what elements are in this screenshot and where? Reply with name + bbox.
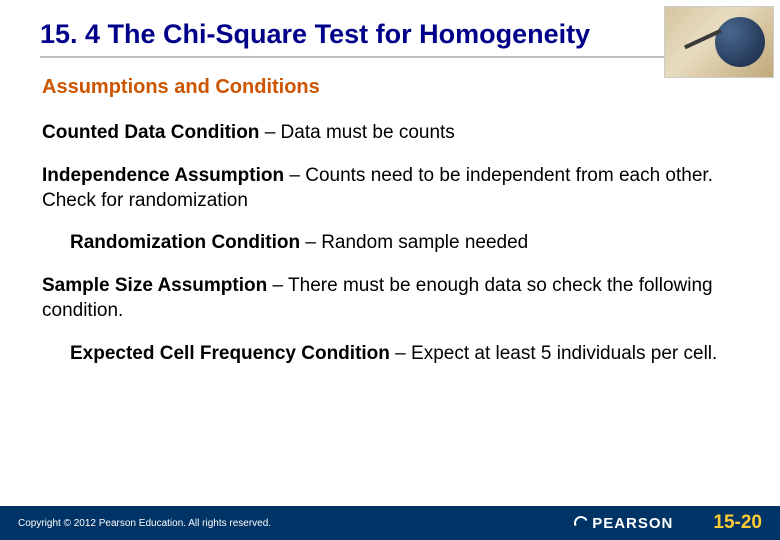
condition-body: Data must be counts — [281, 122, 455, 143]
condition-lead: Counted Data Condition — [42, 122, 259, 143]
slide: 15. 4 The Chi-Square Test for Homogeneit… — [0, 0, 780, 540]
condition-lead: Randomization Condition — [70, 232, 300, 253]
condition-lead: Expected Cell Frequency Condition — [70, 343, 390, 364]
condition-item: Independence Assumption – Counts need to… — [42, 164, 738, 213]
condition-body: Expect at least 5 individuals per cell. — [411, 343, 717, 364]
condition-sep: – — [300, 232, 321, 253]
slide-subtitle: Assumptions and Conditions — [42, 76, 738, 99]
content-area: Assumptions and Conditions Counted Data … — [0, 62, 780, 366]
condition-item-indented: Expected Cell Frequency Condition – Expe… — [42, 342, 738, 367]
condition-sep: – — [284, 165, 305, 186]
condition-item-indented: Randomization Condition – Random sample … — [42, 231, 738, 256]
condition-sep: – — [390, 343, 411, 364]
condition-item: Sample Size Assumption – There must be e… — [42, 274, 738, 323]
condition-lead: Independence Assumption — [42, 165, 284, 186]
footer-right: PEARSON 15-20 — [574, 512, 762, 534]
copyright-text: Copyright © 2012 Pearson Education. All … — [18, 518, 271, 529]
condition-sep: – — [267, 275, 288, 296]
pearson-logo: PEARSON — [574, 515, 673, 532]
title-underline — [40, 56, 740, 58]
condition-item: Counted Data Condition – Data must be co… — [42, 121, 738, 146]
condition-body: Random sample needed — [321, 232, 528, 253]
condition-lead: Sample Size Assumption — [42, 275, 267, 296]
footer-bar: Copyright © 2012 Pearson Education. All … — [0, 506, 780, 540]
corner-image-decoration — [664, 6, 774, 78]
page-number: 15-20 — [713, 512, 762, 534]
slide-title: 15. 4 The Chi-Square Test for Homogeneit… — [40, 18, 740, 50]
condition-sep: – — [259, 122, 280, 143]
title-area: 15. 4 The Chi-Square Test for Homogeneit… — [0, 0, 780, 62]
logo-arc-icon — [572, 514, 590, 532]
brand-text: PEARSON — [592, 515, 673, 532]
